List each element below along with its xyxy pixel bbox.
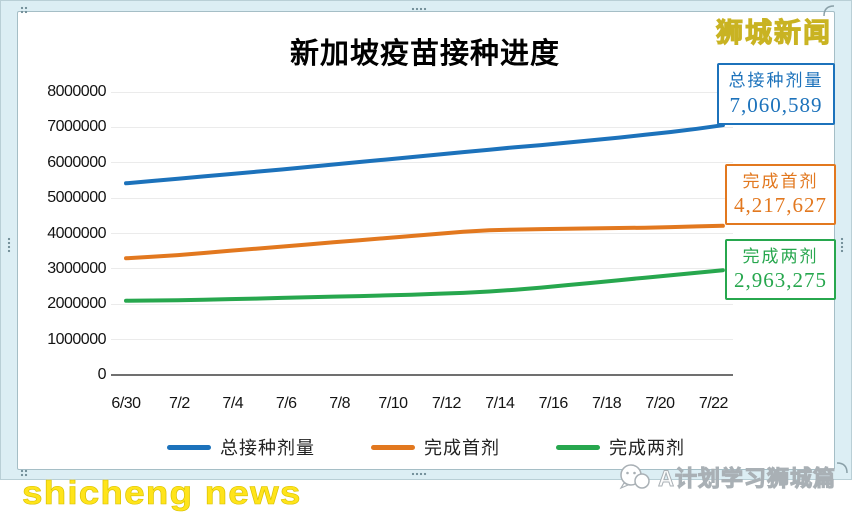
data-label-value: 2,963,275 [734, 268, 827, 292]
y-tick-label: 2000000 [47, 295, 106, 313]
watermark-wechat-label: A计划学习狮城篇 [658, 466, 836, 492]
y-tick-label: 0 [97, 366, 107, 383]
y-tick-label: 5000000 [47, 189, 106, 207]
legend-swatch [371, 444, 415, 450]
data-label-series-name: 完成两剂 [742, 246, 819, 266]
x-axis-line [111, 374, 733, 376]
data-label-series-name: 完成首剂 [742, 171, 819, 191]
y-tick-label: 6000000 [47, 153, 106, 171]
x-tick-label: 7/4 [222, 395, 244, 412]
gridline [111, 162, 733, 164]
selection-handle-bottom-left[interactable] [20, 469, 28, 477]
chart-title[interactable]: 新加坡疫苗接种进度 [289, 38, 560, 70]
chart-legend[interactable]: 总接种剂量 完成首剂 完成两剂 [0, 434, 852, 460]
corner-curl-icon [836, 462, 848, 474]
gridline [111, 197, 733, 199]
gridline [111, 268, 733, 270]
gridline [111, 339, 733, 341]
x-tick-label: 7/22 [698, 395, 729, 412]
corner-curl-icon [823, 5, 835, 17]
selection-handle-left-middle[interactable] [7, 237, 11, 253]
data-label-value: 4,217,627 [734, 193, 827, 217]
legend-label: 完成两剂 [609, 438, 685, 458]
x-tick-label: 7/8 [329, 395, 350, 412]
x-tick-label: 7/10 [378, 395, 408, 412]
x-tick-label: 7/12 [431, 395, 462, 412]
selection-handle-top-left[interactable] [20, 6, 28, 14]
gridline [111, 91, 733, 93]
selection-handle-bottom-middle[interactable] [411, 472, 427, 476]
wechat-icon [619, 464, 650, 490]
watermark-wechat-account: A计划学习狮城篇 [618, 461, 836, 493]
x-tick-label: 7/6 [275, 395, 297, 412]
series-line-2[interactable] [124, 223, 725, 261]
chart-canvas[interactable] [17, 11, 835, 470]
data-label-series-name: 总接种剂量 [728, 71, 824, 91]
x-tick-label: 6/30 [111, 395, 141, 412]
x-tick-label: 7/18 [592, 395, 622, 412]
gridline [111, 303, 733, 305]
series-line-3[interactable] [124, 268, 725, 303]
legend-swatch [167, 444, 211, 450]
x-tick-label: 7/16 [538, 395, 569, 412]
gridline [111, 126, 733, 128]
legend-swatch [556, 444, 600, 450]
y-tick-label: 1000000 [47, 330, 106, 348]
legend-label: 总接种剂量 [220, 438, 315, 458]
x-tick-label: 7/2 [169, 395, 190, 412]
data-label-value: 7,060,589 [729, 92, 823, 117]
x-tick-label: 7/20 [645, 395, 675, 412]
legend-item[interactable]: 总接种剂量 [167, 434, 315, 460]
selection-handle-right-middle[interactable] [840, 237, 844, 253]
data-label-box[interactable]: 完成两剂 2,963,275 [725, 239, 836, 300]
y-tick-label: 3000000 [47, 259, 106, 277]
legend-item[interactable]: 完成两剂 [556, 434, 685, 460]
data-label-box[interactable]: 总接种剂量 7,060,589 [717, 63, 835, 125]
excel-chart-object-frame [0, 0, 852, 480]
y-tick-label: 8000000 [47, 83, 106, 100]
selection-handle-top-middle[interactable] [411, 7, 427, 11]
shicheng-news-logo: 狮城新闻 [716, 18, 832, 49]
legend-label: 完成首剂 [424, 438, 500, 458]
data-label-box[interactable]: 完成首剂 4,217,627 [725, 164, 836, 225]
legend-item[interactable]: 完成首剂 [371, 434, 500, 460]
y-tick-label: 4000000 [47, 224, 106, 242]
x-tick-label: 7/14 [485, 395, 515, 412]
series-line-1[interactable] [124, 123, 725, 186]
watermark-shichengnews: shicheng news [22, 474, 302, 512]
y-tick-label: 7000000 [47, 118, 106, 136]
